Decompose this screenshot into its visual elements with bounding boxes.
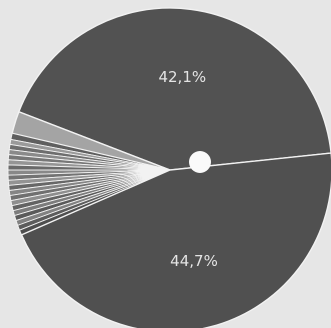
- slice-label-1: 42,1%: [158, 68, 206, 86]
- slice-label-23: 44,7%: [170, 252, 218, 270]
- pie-center-highlight: [189, 151, 211, 173]
- pie-slice-1: [17, 7, 331, 171]
- pie-slice-23: [20, 152, 331, 328]
